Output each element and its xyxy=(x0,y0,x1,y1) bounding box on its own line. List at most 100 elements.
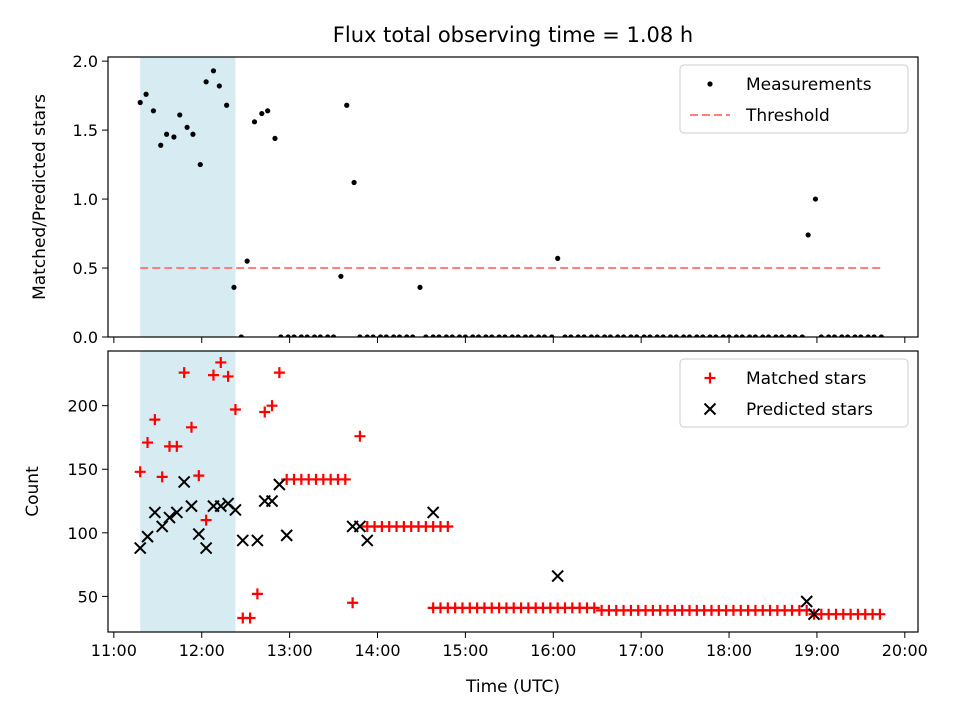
y-tick-label: 1.0 xyxy=(73,190,98,209)
predicted-star-point xyxy=(192,527,206,541)
measurement-point xyxy=(562,334,568,337)
predicted-star-point xyxy=(353,520,367,533)
measurement-point xyxy=(150,108,157,114)
measurement-point xyxy=(681,334,687,337)
predicted-star-point xyxy=(551,569,564,583)
measurement-point xyxy=(733,334,739,337)
predicted-star-point xyxy=(265,494,279,508)
legend-label: Predicted stars xyxy=(746,400,873,420)
measurement-point xyxy=(351,179,357,186)
predicted-star-point xyxy=(163,511,176,524)
measurement-point xyxy=(278,334,284,337)
measurement-point xyxy=(667,334,674,337)
predicted-star-point xyxy=(273,478,286,491)
measurement-point xyxy=(818,334,824,337)
top-ylabel: Matched/Predicted stars xyxy=(30,94,50,300)
measurement-point xyxy=(210,68,217,74)
measurement-point xyxy=(265,108,271,114)
measurement-point xyxy=(641,334,647,337)
matched-star-point xyxy=(149,414,161,426)
top-frame xyxy=(107,56,919,338)
matched-star-point xyxy=(185,421,197,433)
measurement-point xyxy=(216,83,222,89)
measurement-point xyxy=(786,334,792,337)
measurement-point xyxy=(601,334,608,337)
matched-star-point xyxy=(354,430,366,442)
measurement-point xyxy=(852,334,858,337)
x-tick-label: 11:00 xyxy=(91,641,137,660)
measurement-point xyxy=(581,334,587,337)
measurement-point xyxy=(475,334,482,337)
y-tick-label: 200 xyxy=(67,397,98,416)
measurement-point xyxy=(436,334,442,337)
measurement-point xyxy=(865,334,871,337)
measurement-point xyxy=(878,334,884,337)
bottom-frame xyxy=(107,350,919,633)
measurement-point xyxy=(417,284,423,290)
measurement-point xyxy=(238,334,244,337)
measurement-point xyxy=(291,334,297,337)
measurement-point xyxy=(831,334,838,337)
matched-star-point xyxy=(273,367,285,379)
x-tick-label: 15:00 xyxy=(442,641,488,660)
matched-star-point xyxy=(178,367,190,379)
measurement-point xyxy=(410,334,416,337)
predicted-star-point xyxy=(177,475,191,489)
x-tick-label: 13:00 xyxy=(267,641,313,660)
top-legend: Measurements Threshold xyxy=(679,64,909,134)
legend-label: Threshold xyxy=(745,106,830,126)
measurement-point xyxy=(143,91,149,97)
bottom-ylabel: Count xyxy=(23,466,43,517)
matched-star-point xyxy=(222,370,234,382)
y-tick-label: 100 xyxy=(67,524,98,543)
y-tick-label: 0.0 xyxy=(73,328,98,347)
measurement-point xyxy=(344,102,350,108)
measurement-point xyxy=(383,334,389,337)
measurement-point xyxy=(752,334,759,337)
matched-star-point xyxy=(339,473,351,485)
x-tick-label: 12:00 xyxy=(179,641,225,660)
measurement-point xyxy=(739,334,745,337)
y-tick-label: 0.5 xyxy=(73,259,98,278)
measurement-point xyxy=(224,102,230,108)
measurement-point xyxy=(449,334,455,337)
bottom-axis: 11:00 12:00 13:00 14:00 15:00 16:00 17:00 18:00… xyxy=(67,397,927,660)
measurement-point xyxy=(607,334,614,337)
bottom-shaded-span xyxy=(140,351,236,632)
measurement-point xyxy=(197,161,203,168)
predicted-star-point xyxy=(426,506,440,519)
measurement-point xyxy=(779,334,785,337)
predicted-star-point xyxy=(229,503,242,517)
matched-star-point xyxy=(266,400,278,412)
measurement-point xyxy=(317,334,323,337)
bottom-panel: 11:00 12:00 13:00 14:00 15:00 16:00 17:00 18:00… xyxy=(23,350,928,697)
predicted-star-point xyxy=(148,506,162,519)
matched-star-point xyxy=(347,597,359,609)
legend-box xyxy=(679,64,909,134)
measurement-point xyxy=(298,334,304,337)
legend-marker xyxy=(703,402,717,416)
measurement-point xyxy=(594,334,600,337)
measurement-point xyxy=(528,334,534,337)
measurement-point xyxy=(588,334,594,337)
measurement-point xyxy=(462,334,468,337)
measurement-point xyxy=(285,334,291,337)
y-tick-label: 50 xyxy=(78,587,98,606)
measurement-point xyxy=(509,334,515,337)
measurement-point xyxy=(812,196,819,202)
matched-star-point xyxy=(244,612,256,624)
measurement-point xyxy=(628,334,634,337)
measurement-point xyxy=(522,334,529,337)
measurement-point xyxy=(251,119,258,125)
measurement-point xyxy=(304,334,310,337)
measurement-point xyxy=(483,334,489,337)
bottom-legend: Matched stars Predicted stars xyxy=(679,358,909,428)
measurement-point xyxy=(700,334,706,337)
matched-star-point xyxy=(171,440,183,452)
predicted-star-point xyxy=(251,534,264,547)
predicted-star-point xyxy=(361,534,374,547)
measurement-point xyxy=(391,334,397,337)
legend-label: Matched stars xyxy=(746,369,866,389)
measurement-point xyxy=(377,334,384,337)
